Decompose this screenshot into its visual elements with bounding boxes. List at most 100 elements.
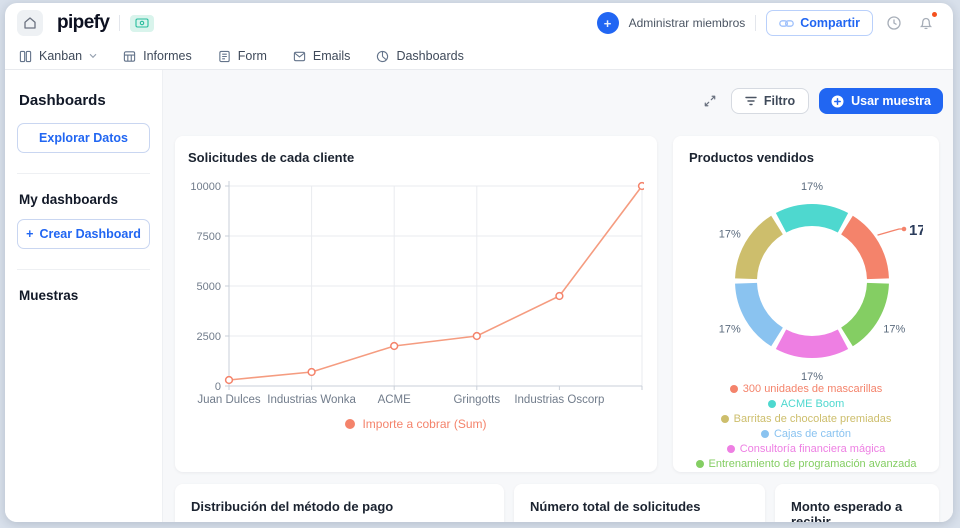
- widgets-row-bottom: Distribución del método de pago Número t…: [175, 484, 943, 522]
- notifications-button[interactable]: [915, 12, 937, 34]
- line-chart-legend[interactable]: Importe a cobrar (Sum): [188, 417, 644, 431]
- legend-label: Cajas de cartón: [773, 428, 852, 440]
- app-window: pipefy + Administrar miembros Compartir: [5, 3, 953, 522]
- widget-title: Número total de solicitudes: [530, 499, 701, 514]
- header-divider: [119, 15, 121, 31]
- table-icon: [123, 50, 136, 62]
- svg-text:Gringotts: Gringotts: [453, 394, 500, 406]
- nav-label: Informes: [143, 49, 192, 63]
- donut-chart-card: Productos vendidos 17% 17% 17% 17% 17% 17% 30…: [673, 136, 939, 472]
- share-button[interactable]: Compartir: [766, 10, 873, 36]
- legend-label: Consultoría financiera mágica: [739, 443, 886, 455]
- nav-item-informes[interactable]: Informes: [123, 49, 192, 63]
- create-dashboard-label: Crear Dashboard: [39, 227, 141, 241]
- create-dashboard-button[interactable]: + Crear Dashboard: [17, 219, 150, 249]
- home-button[interactable]: [17, 10, 43, 36]
- legend-dot: [760, 430, 769, 438]
- header-divider-2: [755, 15, 757, 31]
- svg-text:Industrias Oscorp: Industrias Oscorp: [514, 394, 604, 406]
- nav-item-emails[interactable]: Emails: [293, 49, 351, 63]
- legend-label: Barritas de chocolate premiadas: [733, 413, 892, 425]
- dashboards-sidebar: Dashboards Explorar Datos My dashboards …: [5, 70, 163, 522]
- svg-text:17%: 17%: [909, 222, 923, 239]
- svg-text:10000: 10000: [190, 181, 221, 193]
- widget-title: Distribución del método de pago: [191, 499, 394, 514]
- svg-text:7500: 7500: [197, 231, 221, 243]
- envelope-icon: [293, 51, 306, 61]
- line-chart-title: Solicitudes de cada cliente: [188, 150, 355, 165]
- samples-heading: Muestras: [19, 288, 79, 303]
- history-button[interactable]: [883, 12, 905, 34]
- svg-text:17%: 17%: [719, 324, 741, 336]
- svg-text:2500: 2500: [197, 331, 221, 343]
- legend-item[interactable]: 300 unidades de mascarillas: [729, 383, 883, 395]
- admin-members-link[interactable]: Administrar miembros: [628, 16, 746, 30]
- filter-icon: [745, 96, 757, 106]
- use-sample-label: Usar muestra: [851, 94, 931, 108]
- explore-data-label: Explorar Datos: [39, 131, 128, 145]
- svg-text:0: 0: [215, 381, 221, 393]
- nav-label: Form: [237, 49, 267, 63]
- add-member-avatar[interactable]: +: [596, 12, 619, 34]
- clock-icon: [887, 16, 901, 30]
- pie-chart-icon: [377, 50, 389, 62]
- billing-badge[interactable]: [130, 14, 155, 32]
- expected-amount-card: Monto esperado a recibir Importe a cobra…: [775, 484, 939, 522]
- link-icon: [779, 19, 795, 27]
- sidebar-divider-2: [17, 269, 150, 270]
- use-sample-button[interactable]: Usar muestra: [819, 88, 943, 114]
- legend-item[interactable]: ACME Boom: [767, 398, 845, 410]
- chevron-down-icon: [89, 53, 97, 59]
- plus-icon: +: [26, 227, 34, 241]
- svg-text:17%: 17%: [719, 229, 741, 241]
- nav-label: Emails: [312, 49, 351, 63]
- share-label: Compartir: [800, 16, 860, 30]
- svg-text:Juan Dulces: Juan Dulces: [197, 394, 261, 406]
- svg-text:5000: 5000: [197, 281, 221, 293]
- explore-data-button[interactable]: Explorar Datos: [17, 123, 150, 153]
- pipefy-logo: pipefy: [57, 12, 110, 33]
- notification-dot: [932, 12, 937, 17]
- legend-label: Importe a cobrar (Sum): [362, 417, 487, 431]
- dashboard-main: Filtro Usar muestra Solicitudes de cada …: [163, 70, 953, 522]
- plus-circle-icon: [831, 95, 844, 107]
- dashboard-toolbar: Filtro Usar muestra: [175, 88, 943, 114]
- legend-item[interactable]: Entrenamiento de programación avanzada: [695, 458, 917, 470]
- widget-title: Monto esperado a recibir: [791, 499, 903, 522]
- donut-chart-legend: 300 unidades de mascarillas ACME Boom Barr…: [689, 383, 923, 470]
- svg-text:17%: 17%: [801, 371, 823, 381]
- line-chart[interactable]: 0 2500 5000 7500 10000 Juan Dulces Industrias …: [188, 173, 644, 409]
- svg-text:17%: 17%: [883, 324, 905, 336]
- kanban-icon: [19, 50, 32, 62]
- legend-item[interactable]: Cajas de cartón: [760, 428, 852, 440]
- legend-dot: [720, 415, 729, 423]
- home-icon: [24, 17, 36, 29]
- legend-dot: [345, 419, 356, 429]
- nav-item-kanban[interactable]: Kanban: [19, 49, 97, 63]
- legend-label: ACME Boom: [780, 398, 845, 410]
- nav-item-form[interactable]: Form: [218, 49, 267, 63]
- top-bar: pipefy + Administrar miembros Compartir: [5, 3, 953, 43]
- legend-dot: [767, 400, 776, 408]
- legend-dot: [726, 445, 735, 453]
- pipe-nav: Kanban Informes Form Emails Dashboards: [5, 43, 953, 70]
- filter-button[interactable]: Filtro: [730, 88, 810, 114]
- sidebar-title: Dashboards: [19, 92, 106, 109]
- widgets-row-top: Solicitudes de cada cliente 0 2500 5000 750…: [175, 136, 943, 472]
- form-icon: [219, 50, 230, 62]
- money-icon: [135, 18, 149, 28]
- sidebar-divider: [17, 173, 150, 174]
- nav-item-dashboards[interactable]: Dashboards: [376, 49, 464, 63]
- legend-item[interactable]: Barritas de chocolate premiadas: [720, 413, 892, 425]
- line-chart-card: Solicitudes de cada cliente 0 2500 5000 750…: [175, 136, 657, 472]
- nav-label: Kanban: [39, 49, 83, 63]
- legend-item[interactable]: Consultoría financiera mágica: [726, 443, 886, 455]
- legend-label: 300 unidades de mascarillas: [742, 383, 883, 395]
- donut-chart[interactable]: 17% 17% 17% 17% 17% 17%: [689, 169, 923, 381]
- legend-label: Entrenamiento de programación avanzada: [708, 458, 917, 470]
- fullscreen-button[interactable]: [701, 92, 719, 110]
- svg-text:17%: 17%: [801, 181, 823, 193]
- filter-label: Filtro: [763, 94, 796, 108]
- legend-dot: [695, 460, 704, 468]
